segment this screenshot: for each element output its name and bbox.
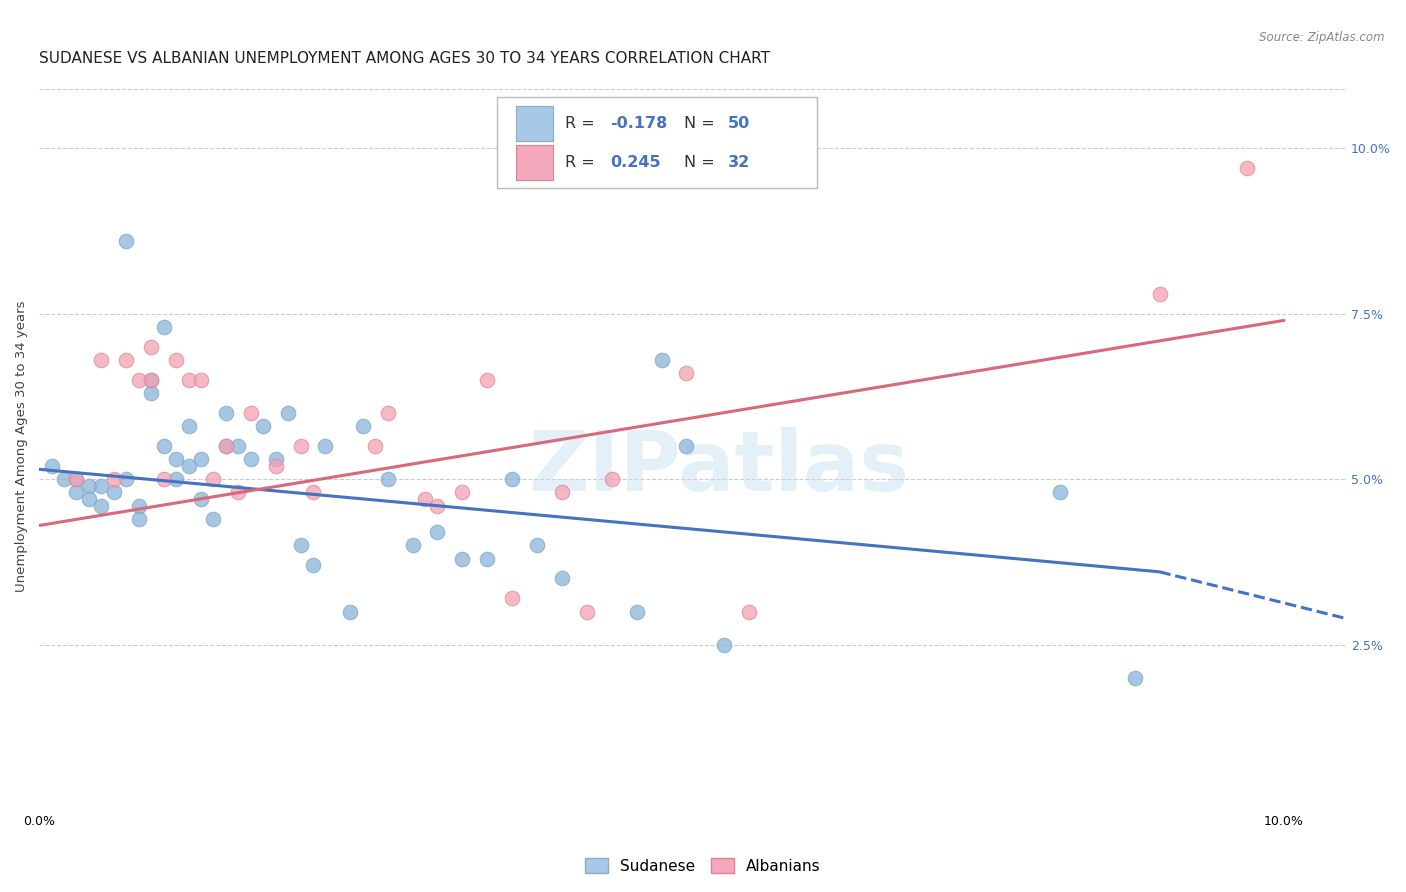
- Y-axis label: Unemployment Among Ages 30 to 34 years: Unemployment Among Ages 30 to 34 years: [15, 301, 28, 592]
- Point: [65, 485, 87, 500]
- Point: [77, 491, 100, 506]
- Point: [202, 472, 225, 486]
- Point: [128, 373, 150, 387]
- Point: [103, 485, 125, 500]
- FancyBboxPatch shape: [516, 106, 553, 141]
- Point: [115, 472, 138, 486]
- Point: [152, 439, 174, 453]
- Point: [141, 373, 163, 387]
- Point: [290, 538, 312, 552]
- Point: [264, 452, 287, 467]
- Point: [675, 367, 697, 381]
- Point: [451, 485, 474, 500]
- Point: [377, 406, 399, 420]
- Text: 32: 32: [728, 154, 751, 169]
- Point: [551, 485, 574, 500]
- Point: [738, 605, 761, 619]
- Point: [90, 479, 112, 493]
- Point: [190, 373, 212, 387]
- Point: [451, 551, 474, 566]
- Point: [239, 406, 262, 420]
- FancyBboxPatch shape: [496, 96, 817, 187]
- Point: [600, 472, 623, 486]
- Point: [675, 439, 697, 453]
- Point: [426, 525, 449, 540]
- Point: [165, 452, 187, 467]
- Text: ZIPatlas: ZIPatlas: [529, 427, 910, 508]
- Point: [477, 551, 499, 566]
- Point: [190, 491, 212, 506]
- Point: [713, 638, 735, 652]
- Text: 50: 50: [728, 116, 751, 131]
- Point: [115, 353, 138, 368]
- Point: [302, 485, 325, 500]
- Point: [401, 538, 423, 552]
- Point: [377, 472, 399, 486]
- Point: [215, 406, 238, 420]
- Point: [551, 571, 574, 585]
- Text: SUDANESE VS ALBANIAN UNEMPLOYMENT AMONG AGES 30 TO 34 YEARS CORRELATION CHART: SUDANESE VS ALBANIAN UNEMPLOYMENT AMONG …: [39, 51, 770, 66]
- Point: [226, 439, 249, 453]
- Point: [1236, 161, 1258, 176]
- Point: [152, 320, 174, 334]
- Point: [141, 386, 163, 401]
- Point: [277, 406, 299, 420]
- Point: [252, 419, 274, 434]
- Point: [314, 439, 336, 453]
- Text: R =: R =: [565, 154, 599, 169]
- Point: [352, 419, 374, 434]
- Point: [339, 605, 361, 619]
- Point: [165, 353, 187, 368]
- Point: [364, 439, 387, 453]
- Point: [1149, 286, 1171, 301]
- Point: [165, 472, 187, 486]
- Text: -0.178: -0.178: [610, 116, 668, 131]
- Point: [141, 373, 163, 387]
- Point: [128, 512, 150, 526]
- Point: [264, 458, 287, 473]
- Text: N =: N =: [683, 116, 720, 131]
- Point: [1049, 485, 1071, 500]
- Point: [302, 558, 325, 573]
- Point: [501, 591, 523, 606]
- Point: [239, 452, 262, 467]
- Point: [477, 373, 499, 387]
- Point: [501, 472, 523, 486]
- Point: [53, 472, 76, 486]
- Point: [226, 485, 249, 500]
- FancyBboxPatch shape: [516, 145, 553, 179]
- Point: [115, 234, 138, 248]
- Point: [290, 439, 312, 453]
- Point: [575, 605, 598, 619]
- Point: [77, 479, 100, 493]
- Point: [90, 353, 112, 368]
- Point: [152, 472, 174, 486]
- Point: [202, 512, 225, 526]
- Point: [65, 472, 87, 486]
- Point: [177, 419, 200, 434]
- Point: [128, 499, 150, 513]
- Point: [103, 472, 125, 486]
- Point: [177, 373, 200, 387]
- Point: [426, 499, 449, 513]
- Point: [90, 499, 112, 513]
- Point: [413, 491, 436, 506]
- Text: R =: R =: [565, 116, 599, 131]
- Point: [1123, 671, 1146, 685]
- Point: [651, 353, 673, 368]
- Point: [141, 340, 163, 354]
- Text: Source: ZipAtlas.com: Source: ZipAtlas.com: [1260, 31, 1385, 45]
- Point: [65, 472, 87, 486]
- Point: [190, 452, 212, 467]
- Text: N =: N =: [683, 154, 720, 169]
- Legend: Sudanese, Albanians: Sudanese, Albanians: [579, 852, 827, 880]
- Point: [41, 458, 63, 473]
- Point: [626, 605, 648, 619]
- Point: [215, 439, 238, 453]
- Point: [177, 458, 200, 473]
- Point: [526, 538, 548, 552]
- Text: 0.245: 0.245: [610, 154, 661, 169]
- Point: [215, 439, 238, 453]
